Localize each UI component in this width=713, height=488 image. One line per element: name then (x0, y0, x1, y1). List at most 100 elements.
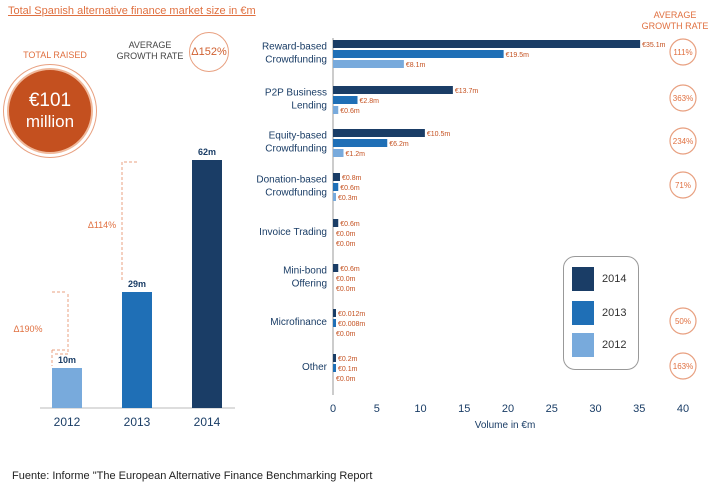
bar-2012-3 (333, 193, 336, 201)
legend-item-2012: 2012 (572, 333, 626, 357)
bar-2012 (52, 368, 82, 408)
legend-swatch-2012 (572, 333, 594, 357)
bar-label-2013-0: €19.5m (506, 52, 530, 59)
legend-label-2013: 2013 (602, 307, 627, 319)
bar-2014 (192, 160, 222, 408)
bar-label-2014-1: €13.7m (455, 88, 479, 95)
bar-2014-0 (333, 40, 641, 48)
bar-label-2013-3: €0.6m (340, 185, 360, 192)
growth-rate-7: 163% (673, 362, 693, 371)
legend-label-2012: 2012 (602, 339, 627, 351)
bar-2013-3 (333, 183, 339, 191)
bar-2013 (122, 292, 152, 408)
growth-rate-3: 71% (675, 181, 691, 190)
growth-rate-6: 50% (675, 317, 691, 326)
category-label-3-0: Donation-based (256, 175, 327, 186)
x-tick-2012: 2012 (54, 415, 81, 429)
bar-label-2013-1: €2.8m (360, 98, 380, 105)
category-label-0-1: Crowdfunding (265, 55, 327, 66)
bar-2014-3 (333, 173, 340, 181)
growth-connector-1b (51, 291, 67, 366)
bar-2014-4 (333, 219, 339, 227)
bar-2014-1 (333, 86, 453, 94)
growth-connector-1 (55, 292, 69, 355)
bar-label-2013-5: €0.0m (336, 276, 356, 283)
bar-2013-2 (333, 139, 388, 147)
category-label-2-1: Crowdfunding (265, 144, 327, 155)
x-axis-title: Volume in €m (475, 420, 536, 431)
bar-2012-1 (333, 106, 339, 114)
source-note: Fuente: Informe "The European Alternativ… (12, 470, 373, 482)
category-label-0-0: Reward-based (262, 42, 327, 53)
bar-label-2014-3: €0.8m (342, 175, 362, 182)
x-tick-35: 35 (633, 403, 645, 415)
bar-label-2014-6: €0.012m (338, 311, 365, 318)
legend-swatch-2013 (572, 301, 594, 325)
avg-growth-label: AVERAGE GROWTH RATE (116, 40, 184, 61)
growth-rate-0: 111% (673, 48, 692, 57)
bar-label-2014-5: €0.6m (340, 266, 360, 273)
bar-2014-2 (333, 129, 425, 137)
x-tick-40: 40 (677, 403, 689, 415)
bar-label-2012-3: €0.3m (338, 195, 358, 202)
growth-rate-2: 234% (673, 137, 693, 146)
bar-label-2014: 62m (198, 147, 216, 157)
category-label-2-0: Equity-based (269, 131, 327, 142)
growth-rate-header: AVERAGE GROWTH RATE (641, 10, 709, 31)
page-title: Total Spanish alternative finance market… (8, 5, 256, 17)
bar-label-2013-4: €0.0m (336, 231, 356, 238)
category-label-6-0: Microfinance (270, 317, 327, 328)
bar-label-2013: 29m (128, 279, 146, 289)
avg-growth-value: Δ152% (189, 32, 229, 72)
growth-ring-3 (669, 171, 697, 199)
growth-ring-2 (669, 127, 697, 155)
bar-2013-1 (333, 96, 358, 104)
category-label-7-0: Other (302, 362, 328, 373)
left-bar-chart: 10m 2012 29m 2013 62m 2014 (40, 147, 235, 429)
category-label-4-0: Invoice Trading (259, 227, 327, 238)
bar-label-2014-2: €10.5m (427, 131, 451, 138)
x-tick-2013: 2013 (124, 415, 151, 429)
bar-label-2012-6: €0.0m (336, 331, 356, 338)
x-tick-2014: 2014 (194, 415, 221, 429)
bar-label-2013-2: €6.2m (389, 141, 409, 148)
total-raised-label: TOTAL RAISED (23, 50, 87, 60)
x-tick-5: 5 (374, 403, 380, 415)
bar-2014-7 (333, 354, 336, 362)
growth-ring-1 (669, 84, 697, 112)
bar-label-2012-0: €8.1m (406, 62, 426, 69)
growth-2012-2013: Δ190% (13, 324, 43, 334)
legend-item-2014: 2014 (572, 267, 626, 291)
total-raised-unit: million (25, 112, 75, 131)
category-label-1-1: Lending (291, 101, 327, 112)
growth-connector-2 (121, 161, 137, 280)
bar-2014-6 (333, 309, 336, 317)
bar-label-2012-7: €0.0m (336, 376, 356, 383)
total-raised-value: €101 (28, 90, 72, 111)
growth-2013-2014: Δ114% (87, 220, 117, 230)
growth-ring-6 (669, 307, 697, 335)
category-label-5-0: Mini-bond (283, 266, 327, 277)
bar-2012-2 (333, 149, 344, 157)
category-label-1-0: P2P Business (265, 88, 327, 99)
bar-label-2014-0: €35.1m (642, 42, 666, 49)
growth-ring-0 (669, 38, 697, 66)
bar-label-2013-6: €0.008m (338, 321, 365, 328)
bar-label-2012-1: €0.6m (340, 108, 360, 115)
bar-label-2013-7: €0.1m (338, 366, 358, 373)
total-raised-badge: €101 million (7, 68, 93, 154)
bar-label-2012-4: €0.0m (336, 241, 356, 248)
legend-item-2013: 2013 (572, 301, 626, 325)
x-tick-10: 10 (414, 403, 426, 415)
legend-label-2014: 2014 (602, 273, 627, 285)
bar-2013-0 (333, 50, 504, 58)
x-tick-20: 20 (502, 403, 514, 415)
bar-2012-0 (333, 60, 404, 68)
bar-label-2012-2: €1.2m (346, 151, 366, 158)
growth-rate-1: 363% (673, 94, 693, 103)
growth-ring-7 (669, 352, 697, 380)
bar-label-2014-4: €0.6m (340, 221, 360, 228)
bar-2013-6 (333, 319, 336, 327)
legend: 2014 2013 2012 (563, 256, 639, 370)
bar-label-2014-7: €0.2m (338, 356, 358, 363)
